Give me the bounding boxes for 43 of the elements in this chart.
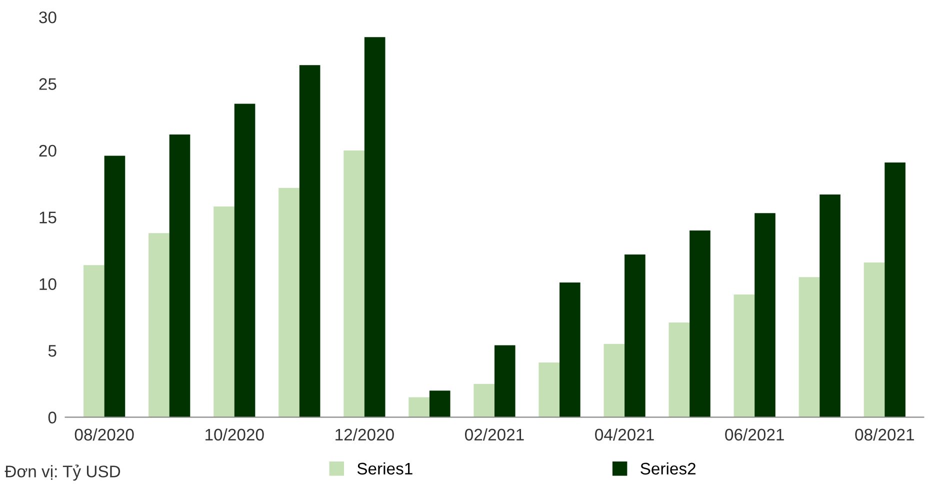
x-tick-label: 04/2021 [595, 428, 654, 441]
y-tick-label: 5 [48, 345, 56, 357]
x-tick-label: 10/2020 [206, 428, 264, 441]
y-tick-label: 0 [48, 412, 56, 424]
y-tick-label: 20 [39, 144, 56, 157]
bar [344, 150, 364, 418]
y-tick-label: 15 [40, 212, 56, 224]
bar [299, 65, 320, 418]
bar [820, 194, 840, 418]
bar [754, 213, 776, 418]
bar [624, 254, 646, 418]
x-tick-label: 08/2020 [74, 428, 134, 441]
bar [690, 230, 710, 418]
bar [148, 233, 170, 418]
bar [864, 262, 885, 418]
legend-label: Series1 [357, 462, 412, 475]
bar [798, 277, 820, 418]
bar [604, 344, 625, 418]
bar [84, 265, 104, 418]
bar [494, 345, 516, 418]
y-tick-label: 30 [39, 11, 56, 24]
bar [474, 384, 494, 418]
y-tick-label: 10 [40, 278, 56, 290]
x-tick-label: 02/2021 [465, 428, 524, 441]
bar [364, 37, 386, 418]
y-tick-label: 25 [39, 78, 56, 90]
bar [234, 104, 256, 418]
text: Đơn vị: Tỷ USD [4, 464, 120, 481]
bar [278, 188, 300, 418]
x-tick-label: 08/2021 [855, 428, 914, 441]
bar [668, 322, 690, 418]
x-tick-label: 12/2020 [336, 428, 394, 441]
bar [408, 397, 430, 418]
bar [104, 156, 126, 418]
legend-label: Series2 [640, 462, 696, 475]
bar [169, 134, 190, 418]
bar [560, 282, 580, 418]
bar [538, 362, 560, 418]
bar [884, 162, 906, 418]
x-tick-label: 06/2021 [725, 428, 784, 441]
bar [429, 390, 450, 418]
bar [214, 206, 234, 418]
bar [734, 294, 755, 418]
